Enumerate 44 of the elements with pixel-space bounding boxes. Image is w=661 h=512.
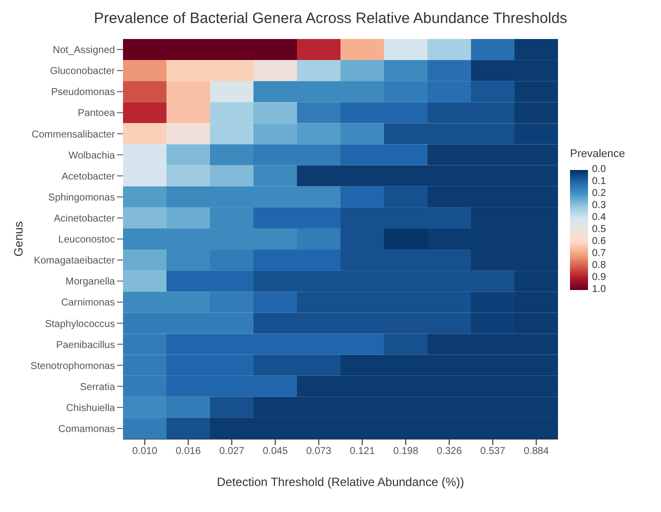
y-tick-label: Commensalibacter [32, 129, 116, 140]
y-tick-label: Chishuiella [66, 402, 116, 414]
y-tick-label: Acinetobacter [54, 213, 116, 224]
color-bar-label: 0.6 [592, 236, 606, 248]
x-tick-label: 0.537 [480, 446, 506, 458]
y-tick-label: Staphylococcus [44, 318, 115, 330]
y-tick-label: Leuconostoc [58, 234, 115, 246]
color-bar-label: 0.2 [592, 188, 606, 200]
x-tick-label: 0.326 [436, 446, 462, 458]
y-tick-label: Not_Assigned [52, 45, 115, 56]
chart-title: Prevalence of Bacterial Genera Across Relative Abundance Thresholds [92, 9, 568, 29]
color-bar-label: 0.5 [592, 224, 606, 236]
x-tick-label: 0.016 [176, 446, 202, 458]
x-tick-label: 0.045 [262, 446, 288, 458]
color-bar-label: 1.0 [592, 284, 606, 296]
color-bar-label: 0.4 [592, 212, 606, 224]
y-tick-label: Stenotrophomonas [30, 360, 115, 372]
color-bar-label: 0.1 [592, 176, 606, 188]
x-tick-label: 0.027 [219, 446, 245, 458]
y-tick-label: Wolbachia [68, 150, 116, 162]
y-tick-label: Acetobacter [62, 171, 116, 182]
y-tick-label: Paenibacillus [56, 340, 115, 351]
x-tick-label: 0.073 [306, 446, 332, 458]
y-tick-label: Pantoea [78, 108, 116, 120]
y-tick-label: Sphingomonas [48, 192, 115, 204]
color-bar-label: 0.0 [592, 164, 606, 176]
y-tick-label: Carnimonas [61, 298, 115, 309]
color-bar-label: 0.3 [592, 200, 606, 212]
x-tick-label: 0.010 [132, 446, 158, 458]
x-axis-title: Detection Threshold (Relative Abundance (%)) [216, 475, 464, 489]
y-tick-label: Serratia [80, 382, 116, 393]
color-bar-label: 0.7 [592, 248, 606, 260]
x-tick-label: 0.198 [393, 446, 419, 458]
x-tick-label: 0.121 [350, 446, 376, 458]
color-bar-label: 0.9 [592, 272, 606, 284]
y-tick-label: Komagataeibacter [34, 256, 116, 267]
color-bar-label: 0.8 [592, 260, 606, 272]
y-tick-label: Gluconobacter [50, 66, 116, 78]
y-tick-label: Morganella [66, 276, 116, 288]
x-tick-label: 0.884 [524, 446, 550, 458]
legend-title: Prevalence [570, 148, 626, 160]
y-tick-label: Pseudomonas [51, 87, 115, 98]
y-axis-title: Genus [11, 221, 26, 257]
y-tick-label: Comamonas [58, 424, 115, 436]
